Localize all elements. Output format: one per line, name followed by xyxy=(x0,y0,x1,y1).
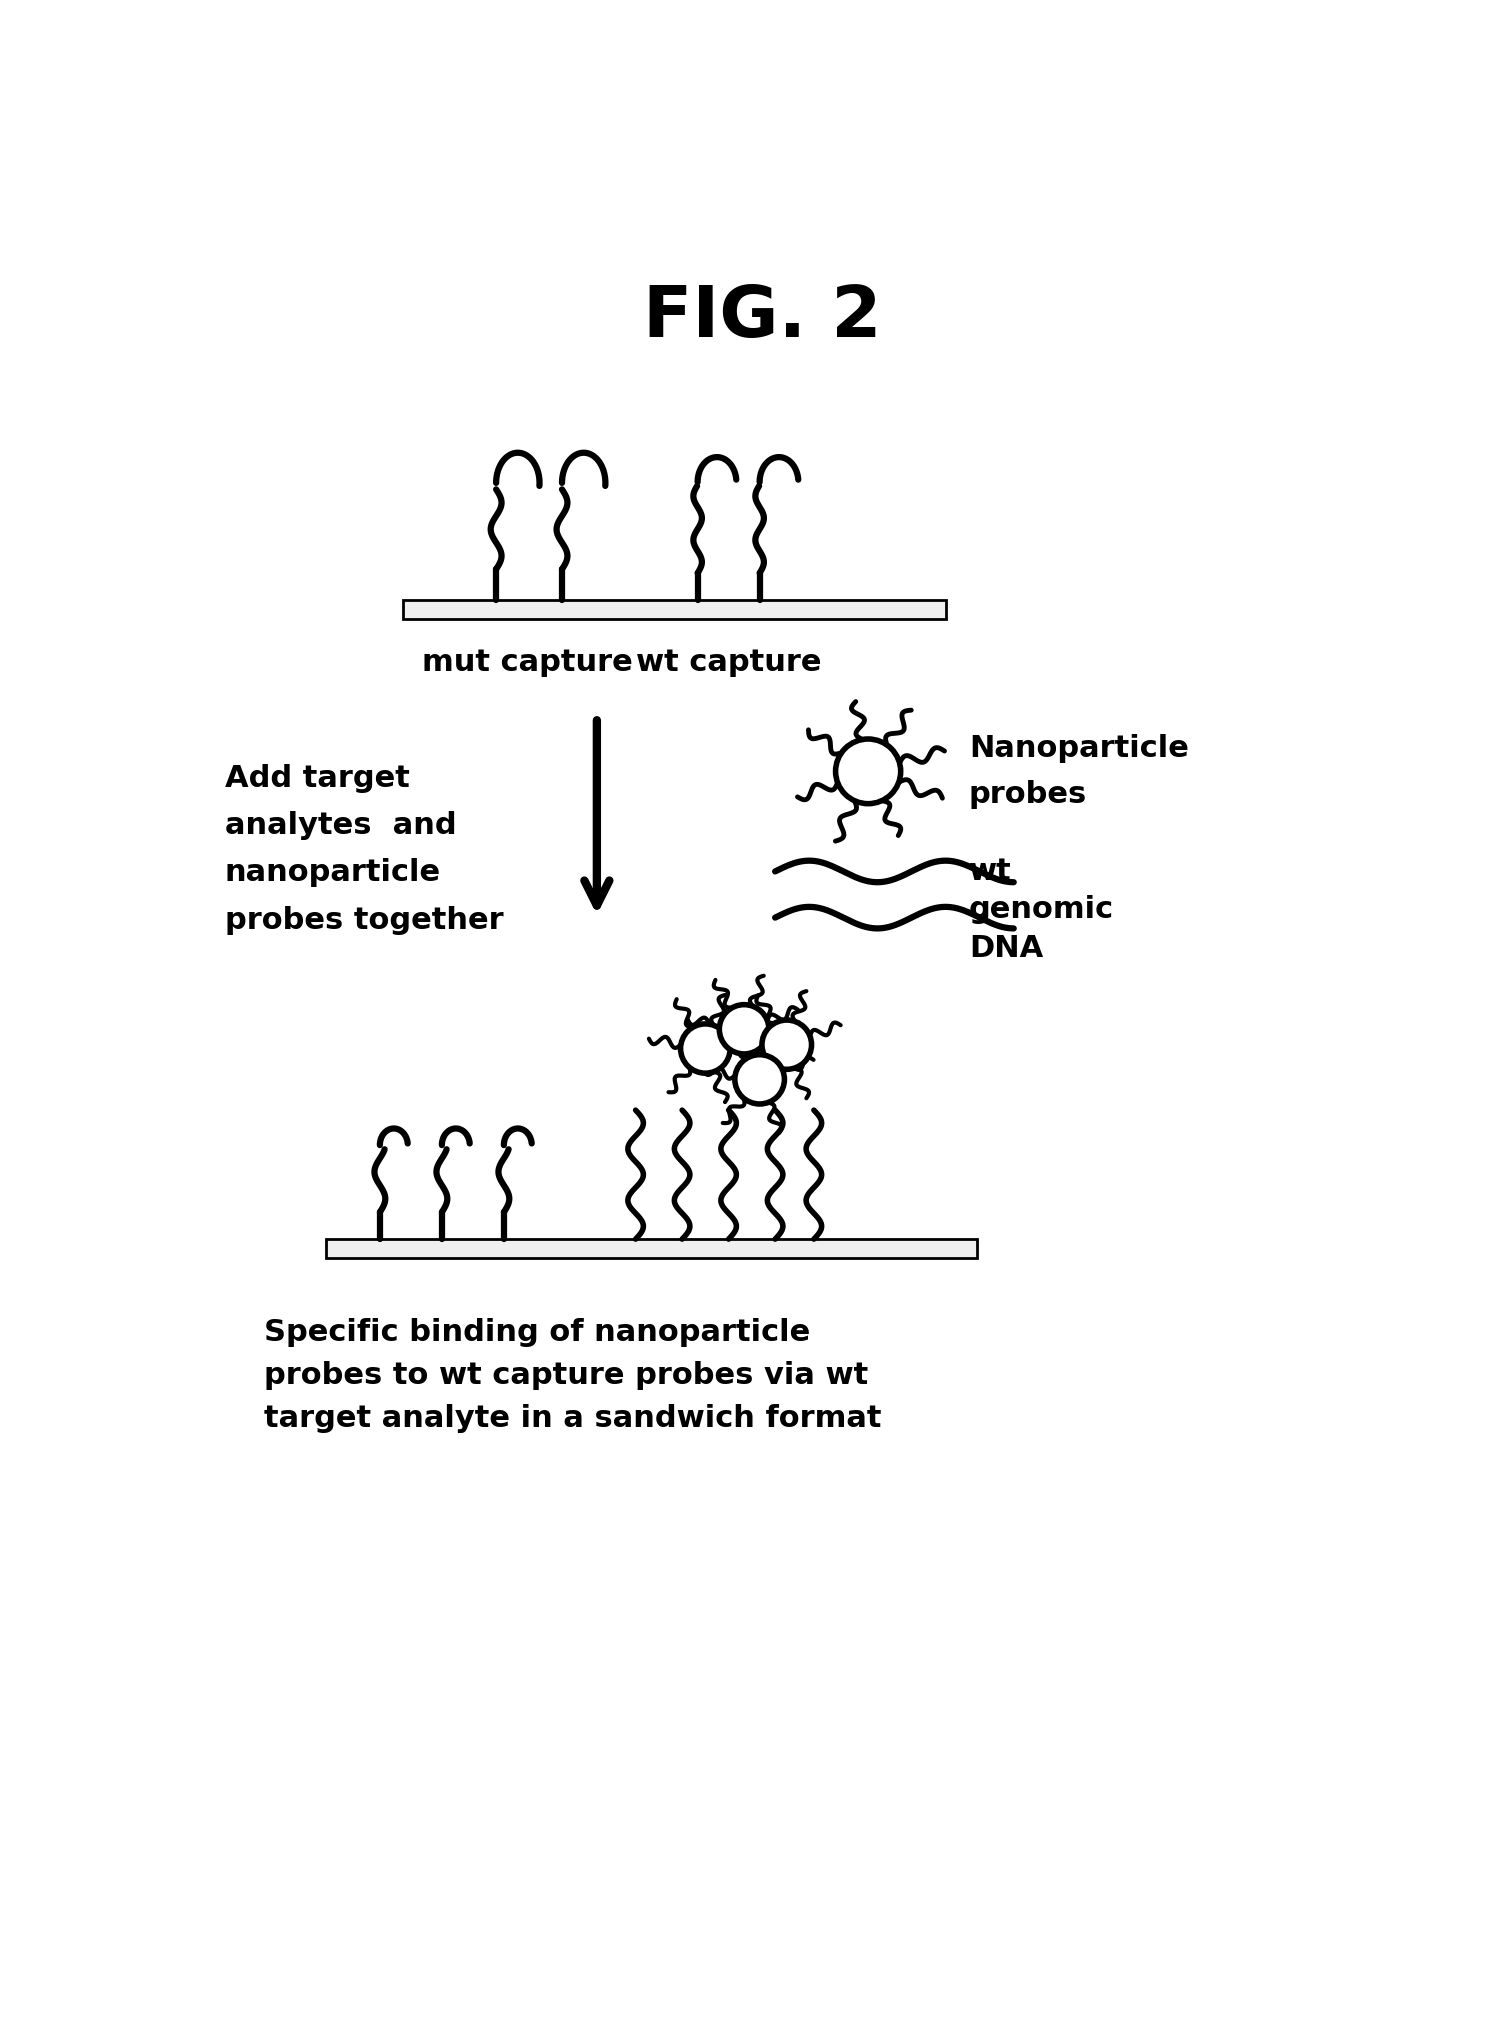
Text: FIG. 2: FIG. 2 xyxy=(643,282,881,353)
Text: Nanoparticle: Nanoparticle xyxy=(969,733,1188,762)
Text: Specific binding of nanoparticle
probes to wt capture probes via wt
target analy: Specific binding of nanoparticle probes … xyxy=(264,1319,881,1432)
Bar xyxy=(404,600,946,620)
Text: DNA: DNA xyxy=(969,934,1044,962)
Bar xyxy=(326,1240,977,1258)
Text: wt capture: wt capture xyxy=(636,648,822,677)
Circle shape xyxy=(835,739,901,804)
Text: mut capture: mut capture xyxy=(421,648,633,677)
Text: wt: wt xyxy=(969,857,1011,885)
Circle shape xyxy=(762,1019,812,1070)
Circle shape xyxy=(719,1005,768,1054)
Text: probes: probes xyxy=(969,780,1087,808)
Text: Add target
analytes  and
nanoparticle
probes together: Add target analytes and nanoparticle pro… xyxy=(225,764,503,934)
Circle shape xyxy=(680,1023,730,1074)
Circle shape xyxy=(736,1056,785,1104)
Text: genomic: genomic xyxy=(969,895,1114,924)
